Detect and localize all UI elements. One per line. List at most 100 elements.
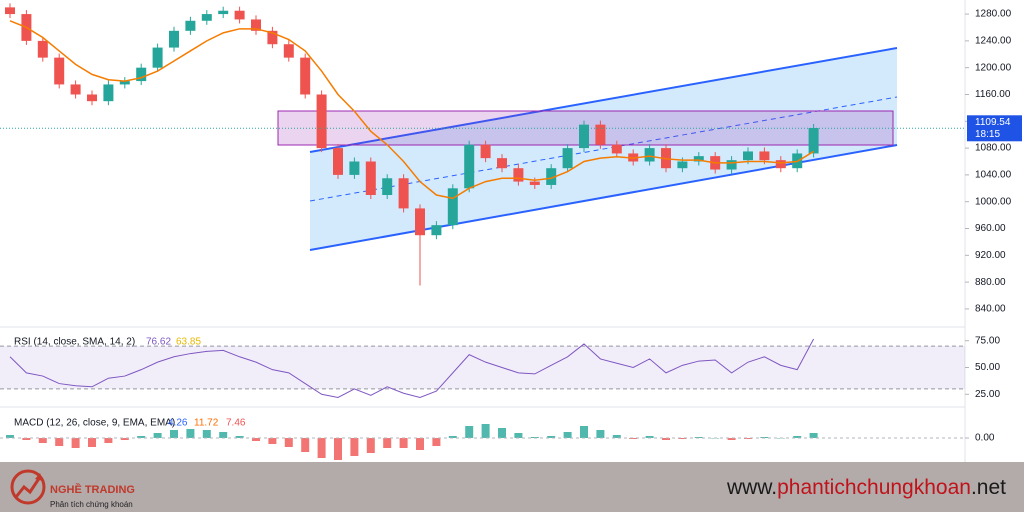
candle-body — [497, 158, 507, 169]
y-tick-label: 1080.00 — [975, 143, 1012, 154]
candle-body — [267, 30, 278, 45]
macd-bar — [629, 438, 638, 439]
macd-bar — [662, 438, 670, 440]
y-tick-label: 880.00 — [975, 277, 1006, 288]
macd-bar — [678, 438, 687, 439]
y-tick-label: 840.00 — [975, 304, 1006, 315]
macd-reading: 7.46 — [226, 418, 246, 429]
macd-bar — [596, 430, 605, 438]
candle-body — [398, 178, 409, 209]
macd-bar — [416, 438, 424, 450]
candle-body — [5, 7, 15, 15]
site-name: phantichchungkhoan — [777, 476, 971, 499]
candle-body — [726, 160, 737, 170]
candle-body — [316, 94, 327, 149]
macd-bar — [219, 432, 228, 438]
y-tick-label: 920.00 — [975, 250, 1006, 261]
y-tick-label: 25.00 — [975, 389, 1000, 400]
macd-bar — [334, 438, 342, 460]
macd-bar — [301, 438, 310, 452]
channel-top — [309, 47, 898, 153]
macd-bar — [645, 436, 654, 438]
macd-bar — [71, 438, 80, 448]
logo — [10, 469, 46, 505]
candle-body — [677, 161, 688, 169]
y-tick-label: 960.00 — [975, 223, 1006, 234]
candle-body — [644, 148, 655, 162]
rsi-reading: 76.62 — [146, 337, 171, 348]
y-tick-label: 50.00 — [975, 362, 1000, 373]
macd-bar — [170, 430, 178, 438]
macd-bar — [317, 438, 326, 458]
y-tick-label: 1160.00 — [975, 89, 1011, 100]
macd-bar — [514, 433, 523, 438]
rsi-line — [9, 338, 815, 399]
macd-bar — [744, 438, 752, 439]
candle-body — [611, 144, 622, 154]
last-price-box — [967, 115, 1022, 142]
macd-bar — [563, 432, 572, 438]
chart: RSI (14, close, SMA, 14, 2) 76.62 63.85 … — [0, 0, 1022, 462]
candle-body — [775, 160, 786, 169]
candle-body — [349, 161, 360, 175]
macd-bar — [153, 433, 162, 438]
site-url: www.phantichchungkhoan.net — [727, 476, 1006, 500]
candle-body — [54, 57, 65, 85]
candle-body — [103, 84, 114, 102]
rsi-band — [0, 346, 965, 389]
macd-bar — [383, 438, 392, 448]
candle-body — [546, 168, 557, 185]
macd-bar — [399, 438, 408, 448]
candle-body — [480, 144, 491, 159]
macd-bar — [104, 438, 113, 443]
macd-bar — [235, 436, 244, 438]
y-tick-label: 0.00 — [975, 433, 995, 444]
macd-bar — [448, 436, 457, 438]
macd-bar — [284, 438, 293, 447]
macd-bar — [727, 438, 736, 440]
candle-body — [136, 67, 147, 82]
candle-body — [759, 151, 770, 161]
candle-body — [447, 188, 458, 226]
macd-bar — [498, 428, 506, 438]
candle-body — [562, 148, 573, 169]
macd-bar — [809, 433, 818, 438]
candle-body — [70, 84, 81, 95]
candle-body — [201, 14, 212, 21]
macd-bar — [580, 426, 588, 438]
macd-bar — [38, 438, 47, 443]
candle-body — [169, 30, 179, 48]
macd-bar — [612, 435, 621, 438]
macd-bar — [137, 436, 146, 438]
ema-line — [9, 20, 814, 200]
candle-body — [529, 181, 540, 185]
candle-body — [808, 127, 819, 154]
last-price-label: 1109.54 — [975, 117, 1011, 128]
site-prefix: www. — [726, 476, 778, 499]
candle-body — [37, 40, 48, 58]
candle-body — [234, 10, 245, 20]
candle-body — [185, 20, 196, 31]
macd-bar — [350, 438, 359, 456]
candle-body — [513, 168, 524, 182]
candle-body — [365, 161, 376, 195]
brand-tagline: Phân tích chứng khoán — [50, 500, 133, 509]
candle-body — [119, 81, 130, 85]
footer: NGHỀ TRADING Phân tích chứng khoán www.p… — [0, 462, 1024, 512]
macd-bar — [793, 436, 802, 438]
macd-bar — [465, 426, 474, 438]
candle-body — [595, 124, 606, 145]
candle-body — [431, 225, 442, 236]
y-tick-label: 1040.00 — [975, 170, 1012, 181]
macd-label: MACD (12, 26, close, 9, EMA, EMA) — [14, 418, 175, 429]
candle-body — [693, 156, 704, 162]
macd-bar — [432, 438, 441, 446]
brand-name: NGHỀ TRADING — [50, 484, 135, 496]
macd-bar — [366, 438, 375, 453]
candle-body — [152, 47, 163, 68]
candle-body — [579, 124, 589, 149]
candle-body — [218, 10, 229, 15]
macd-bar — [88, 438, 96, 447]
candle-body — [283, 44, 294, 58]
macd-reading: 11.72 — [194, 418, 219, 429]
